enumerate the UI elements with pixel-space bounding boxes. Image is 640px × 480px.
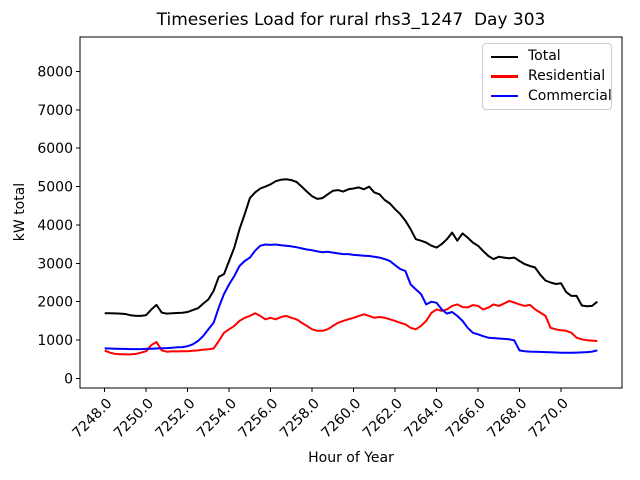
x-tick-label: 7262.0 (360, 396, 406, 442)
x-tick-label: 7268.0 (484, 396, 530, 442)
y-tick-label: 6000 (37, 141, 73, 157)
legend-item-residential: Residential (491, 67, 606, 85)
x-tick-label: 7260.0 (318, 396, 364, 442)
y-tick-label: 2000 (37, 295, 73, 311)
legend-line-swatch-commercial (491, 94, 518, 98)
y-axis-label: kW total (12, 182, 28, 242)
x-tick-label: 7258.0 (277, 396, 323, 442)
series-line-commercial (104, 243, 598, 354)
legend-item-total: Total (491, 48, 603, 65)
y-tick-label: 7000 (37, 103, 73, 119)
legend-line-swatch-total (491, 55, 518, 59)
x-tick-label: 7248.0 (70, 396, 116, 442)
x-tick-label: 7250.0 (111, 396, 157, 442)
x-tick-label: 7270.0 (526, 396, 572, 442)
series-line-total (104, 178, 598, 317)
x-axis-label: Hour of Year (308, 450, 394, 466)
legend: Total Residential Commercial (482, 43, 612, 110)
legend-item-commercial: Commercial (491, 88, 612, 105)
legend-label-total: Total (528, 48, 561, 65)
plot-border (79, 36, 623, 389)
legend-label-residential: Residential (528, 67, 606, 84)
series-line-residential (104, 299, 598, 356)
y-tick-label: 8000 (37, 65, 73, 81)
x-tick-label: 7254.0 (194, 396, 240, 442)
legend-label-commercial: Commercial (528, 87, 612, 104)
y-tick-label: 5000 (37, 180, 73, 196)
y-tick-label: 0 (64, 371, 73, 387)
x-tick-label: 7256.0 (235, 396, 281, 442)
legend-line-swatch-residential (491, 75, 518, 78)
x-tick-label: 7266.0 (443, 396, 489, 442)
x-tick-label: 7252.0 (153, 396, 199, 442)
x-tick-label: 7264.0 (401, 396, 447, 442)
y-tick-label: 4000 (37, 218, 73, 234)
chart-title: Timeseries Load for rural rhs3_1247 Day … (156, 10, 546, 30)
y-tick-label: 3000 (37, 256, 73, 272)
y-tick-label: 1000 (37, 333, 73, 349)
